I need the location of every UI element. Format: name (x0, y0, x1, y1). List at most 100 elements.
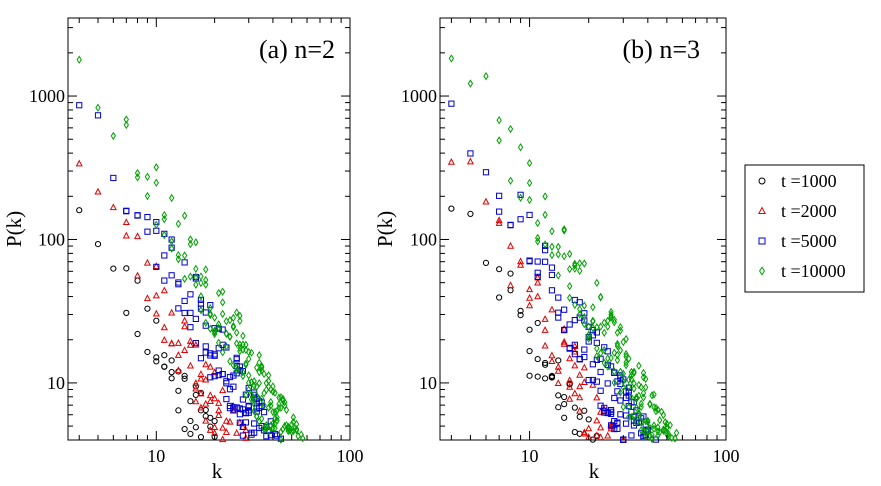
series-3-point (276, 403, 282, 413)
series-2-point (589, 361, 596, 368)
legend-marker-0 (758, 177, 766, 185)
series-1-point (181, 322, 189, 330)
series-2-point (617, 397, 624, 404)
series-3-point (605, 362, 611, 371)
series-0-point (517, 307, 524, 314)
series-3-point (203, 275, 209, 285)
series-1-point (541, 326, 549, 333)
series-1-point (192, 397, 200, 405)
series-3-point (263, 421, 270, 430)
series-3-point (642, 374, 649, 384)
series-0-point (134, 330, 141, 338)
series-3-point (651, 390, 657, 399)
series-1-point (571, 361, 579, 369)
series-3-point (248, 348, 255, 357)
series-3-point (243, 391, 249, 400)
series-2-point (175, 305, 182, 312)
series-3-point (623, 358, 629, 367)
series-3-point (278, 435, 284, 444)
series-3-point (256, 378, 262, 388)
y-tick-label: 10 (47, 373, 65, 393)
series-3-point (555, 242, 561, 252)
series-2-point (219, 370, 226, 378)
series-3-point (651, 424, 657, 433)
series-3-point (642, 431, 649, 441)
series-1-point (506, 281, 515, 289)
series-0-point (555, 392, 562, 399)
series-3-point (601, 328, 607, 337)
series-2-point (507, 221, 514, 228)
series-3-point (660, 426, 667, 435)
series-1-point (593, 393, 601, 401)
series-0-point (181, 372, 188, 379)
series-3-point (633, 418, 640, 427)
x-axis-label: k (212, 459, 223, 483)
series-0-point (496, 294, 503, 301)
series-3-point (153, 178, 159, 187)
series-1-point (560, 337, 568, 345)
series-3-point (581, 319, 587, 329)
series-2-point (581, 310, 588, 317)
series-3-point (620, 377, 626, 386)
series-3-point (566, 281, 573, 291)
series-1-point (541, 315, 549, 322)
series-2-point (607, 408, 615, 415)
series-0-point (123, 309, 130, 316)
series-1-point (192, 340, 200, 348)
series-2-point (548, 287, 556, 294)
series-2-point (187, 309, 194, 316)
series-1-point (482, 197, 490, 205)
series-0-point (534, 355, 541, 363)
series-2-point (197, 355, 205, 362)
series-1-point (566, 382, 574, 390)
series-3-point (248, 390, 255, 399)
series-2-point (230, 406, 237, 413)
series-0-point (526, 372, 533, 379)
series-0-point (561, 393, 568, 401)
series-3-point (633, 403, 640, 412)
series-3-point (647, 400, 653, 409)
series-3-point (665, 429, 672, 439)
series-0-point (576, 413, 583, 420)
series-3-point (526, 195, 533, 205)
series-3-point (561, 252, 567, 261)
series-2-point (161, 277, 168, 284)
series-3-point (631, 411, 637, 420)
series-3-point (256, 367, 262, 377)
series-3-point (290, 417, 297, 427)
series-1-point (548, 305, 556, 313)
series-3-point (193, 264, 199, 274)
legend-marker-3 (759, 266, 765, 276)
series-3-point (555, 250, 561, 259)
series-2-point (597, 387, 604, 394)
series-2-point (467, 150, 474, 157)
data-points (447, 54, 680, 444)
series-3-point (581, 259, 587, 268)
series-1-point (133, 271, 142, 279)
series-2-point (548, 264, 556, 271)
series-1-point (181, 346, 189, 354)
series-3-point (193, 280, 199, 289)
series-0-point (187, 398, 194, 405)
panel-b: 10 100 10 100 1000 (b) n=3 k P(k) (373, 17, 740, 483)
series-0-point (134, 277, 141, 284)
series-3-point (254, 391, 260, 400)
series-2-point (611, 394, 618, 402)
series-0-point (153, 354, 160, 361)
series-3-point (216, 323, 222, 332)
series-2-point (192, 340, 199, 347)
series-3-point (237, 343, 243, 353)
series-3-point (227, 357, 233, 366)
series-2-point (181, 309, 188, 317)
series-3-point (251, 406, 257, 416)
series-3-point (207, 309, 213, 318)
series-3-point (246, 385, 252, 394)
series-0-point (175, 387, 182, 394)
series-3-point (293, 426, 300, 435)
series-2-point (517, 216, 524, 223)
series-3-point (617, 346, 624, 355)
series-3-point (605, 322, 611, 331)
series-2-point (153, 263, 160, 270)
series-3-point (517, 143, 524, 152)
series-3-point (611, 348, 617, 357)
